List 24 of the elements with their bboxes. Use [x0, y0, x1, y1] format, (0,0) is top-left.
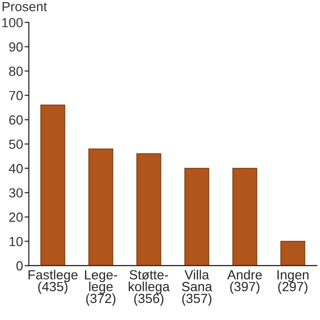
bar	[88, 148, 114, 266]
y-tick-label: 50	[9, 140, 23, 149]
y-tick-label: 100	[2, 18, 23, 28]
y-tick-label: 90	[9, 42, 23, 52]
y-tick-label: 60	[9, 115, 23, 125]
y-tick-label: 40	[8, 164, 23, 174]
x-tick-label: Lege- lege (372)	[85, 270, 118, 306]
y-tick-label: 0	[16, 261, 23, 271]
y-tick-label: 30	[9, 188, 23, 198]
x-tick-label: Andre (397)	[227, 270, 262, 294]
y-tick-label: 80	[9, 66, 23, 76]
bar	[40, 104, 66, 266]
y-tick-label: 10	[10, 236, 23, 246]
x-tick-label: Fastlege (435)	[28, 270, 78, 294]
bar	[136, 153, 162, 266]
y-axis-title: Prosent	[2, 2, 47, 12]
y-tick-label: 20	[9, 212, 23, 222]
bar	[184, 168, 210, 266]
x-tick-label: Ingen (297)	[278, 270, 308, 294]
x-tick-label: Villa Sana (357)	[182, 270, 212, 306]
x-tick-label: Støtte- kollega (356)	[128, 270, 170, 306]
bar	[280, 240, 306, 266]
y-tick-label: 70	[9, 90, 23, 100]
bar	[232, 168, 258, 266]
